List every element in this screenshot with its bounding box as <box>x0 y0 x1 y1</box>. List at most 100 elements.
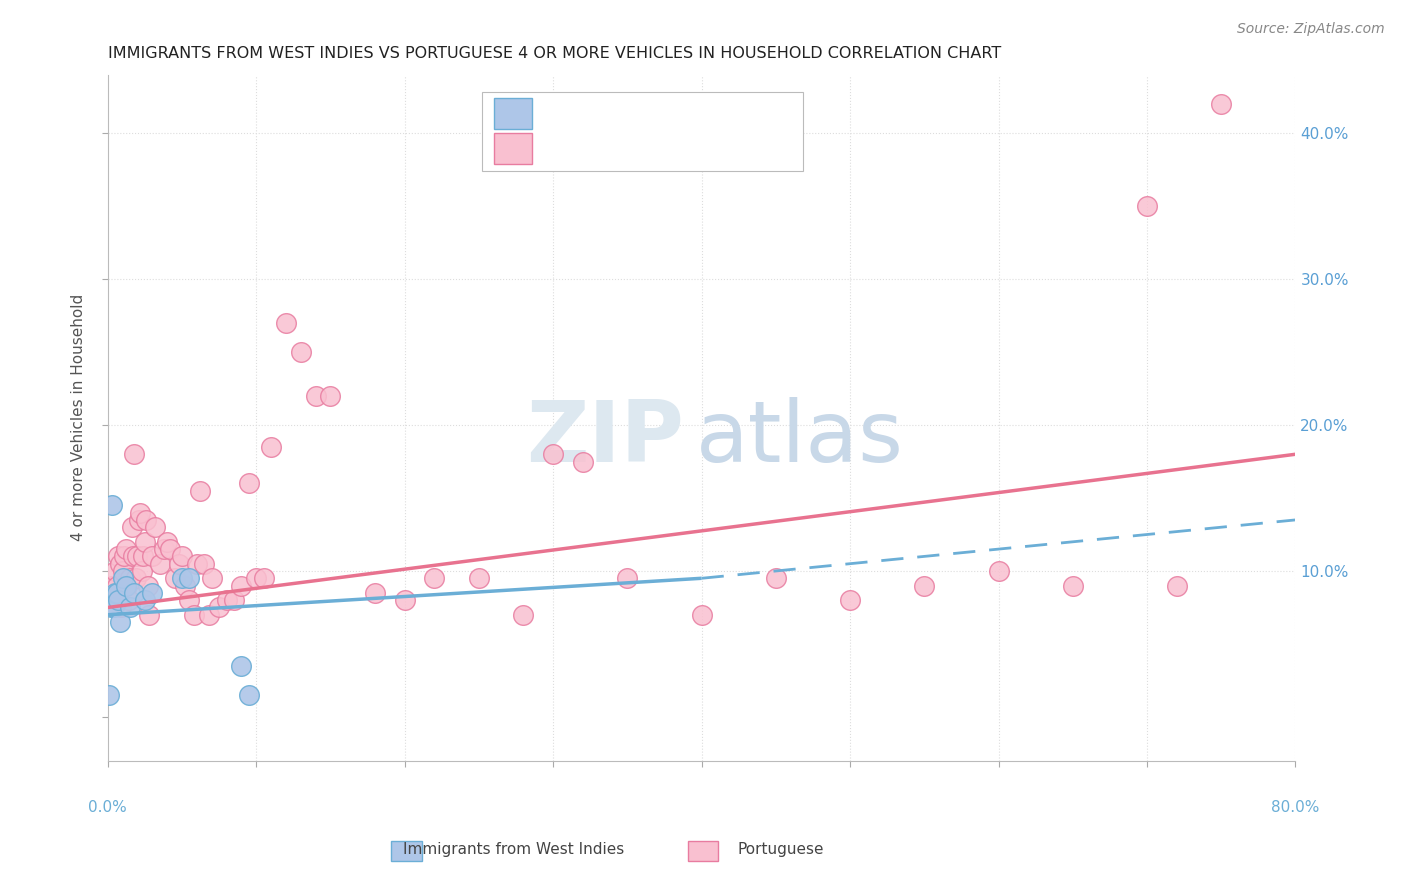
Point <box>201 571 224 585</box>
Point <box>110 600 132 615</box>
Point <box>541 447 564 461</box>
Text: 80.0%: 80.0% <box>1271 799 1320 814</box>
Point <box>183 607 205 622</box>
Point <box>143 520 166 534</box>
Point <box>118 600 141 615</box>
Point <box>394 593 416 607</box>
Point <box>153 542 176 557</box>
Point <box>304 389 326 403</box>
Point <box>1136 199 1159 213</box>
Point <box>107 593 129 607</box>
Point <box>170 571 193 585</box>
Point <box>274 316 297 330</box>
Point <box>136 578 159 592</box>
Text: 0.0%: 0.0% <box>89 799 127 814</box>
Text: 0.208: 0.208 <box>589 141 636 160</box>
Point <box>512 607 534 622</box>
Point <box>104 564 127 578</box>
Text: N =: N = <box>657 141 693 160</box>
Point <box>238 688 260 702</box>
Point <box>111 571 134 585</box>
Point <box>124 586 146 600</box>
Point <box>231 578 253 592</box>
Point <box>159 542 181 557</box>
Point <box>114 542 136 557</box>
Point <box>156 534 179 549</box>
Point <box>1062 578 1084 592</box>
Point <box>122 549 145 564</box>
Point <box>245 571 267 585</box>
Text: atlas: atlas <box>696 397 904 480</box>
Text: Portuguese: Portuguese <box>737 842 824 856</box>
Point <box>572 454 595 468</box>
Text: R =: R = <box>544 141 579 160</box>
Point <box>134 593 156 607</box>
Text: ZIP: ZIP <box>526 397 683 480</box>
Point <box>98 688 121 702</box>
Point <box>179 593 201 607</box>
Y-axis label: 4 or more Vehicles in Household: 4 or more Vehicles in Household <box>72 294 86 541</box>
Point <box>114 578 136 592</box>
Point <box>104 586 127 600</box>
Point <box>115 578 138 592</box>
Point <box>108 615 131 629</box>
Point <box>319 389 342 403</box>
Point <box>222 593 245 607</box>
Point <box>111 564 134 578</box>
Point <box>193 557 215 571</box>
Point <box>131 564 153 578</box>
Point <box>912 578 935 592</box>
Point <box>1166 578 1188 592</box>
Point <box>127 549 149 564</box>
Point <box>125 571 148 585</box>
Point <box>179 571 201 585</box>
Point <box>174 578 197 592</box>
Text: 0.110: 0.110 <box>589 106 637 124</box>
Point <box>121 520 143 534</box>
Point <box>134 534 156 549</box>
Point <box>138 607 160 622</box>
FancyBboxPatch shape <box>494 98 531 129</box>
Point <box>186 557 208 571</box>
Point <box>101 499 124 513</box>
Text: R =: R = <box>544 106 579 124</box>
Point <box>141 549 163 564</box>
Point <box>197 607 219 622</box>
Point <box>141 586 163 600</box>
Point <box>103 600 125 615</box>
Point <box>132 549 155 564</box>
Point <box>987 564 1010 578</box>
Point <box>839 593 862 607</box>
Text: Immigrants from West Indies: Immigrants from West Indies <box>402 842 624 856</box>
Point <box>124 447 146 461</box>
Text: 72: 72 <box>700 141 721 160</box>
Text: IMMIGRANTS FROM WEST INDIES VS PORTUGUESE 4 OR MORE VEHICLES IN HOUSEHOLD CORREL: IMMIGRANTS FROM WEST INDIES VS PORTUGUES… <box>108 46 1001 62</box>
Point <box>364 586 387 600</box>
Point <box>108 557 131 571</box>
Point <box>253 571 276 585</box>
Point <box>208 600 231 615</box>
Point <box>105 586 128 600</box>
Text: 18: 18 <box>700 106 721 124</box>
Point <box>423 571 446 585</box>
Point <box>100 600 122 615</box>
Point <box>135 513 157 527</box>
Point <box>690 607 713 622</box>
Point <box>167 557 190 571</box>
Point <box>112 549 135 564</box>
Point <box>107 549 129 564</box>
Point <box>117 593 139 607</box>
Point <box>128 513 150 527</box>
Point <box>260 440 283 454</box>
Point <box>105 578 128 592</box>
Point <box>188 483 211 498</box>
Point <box>468 571 491 585</box>
Point <box>238 476 260 491</box>
Point <box>231 658 253 673</box>
FancyBboxPatch shape <box>494 133 531 164</box>
Point <box>103 593 125 607</box>
Point <box>215 593 238 607</box>
Text: Source: ZipAtlas.com: Source: ZipAtlas.com <box>1237 22 1385 37</box>
Point <box>290 345 312 359</box>
Point <box>149 557 172 571</box>
